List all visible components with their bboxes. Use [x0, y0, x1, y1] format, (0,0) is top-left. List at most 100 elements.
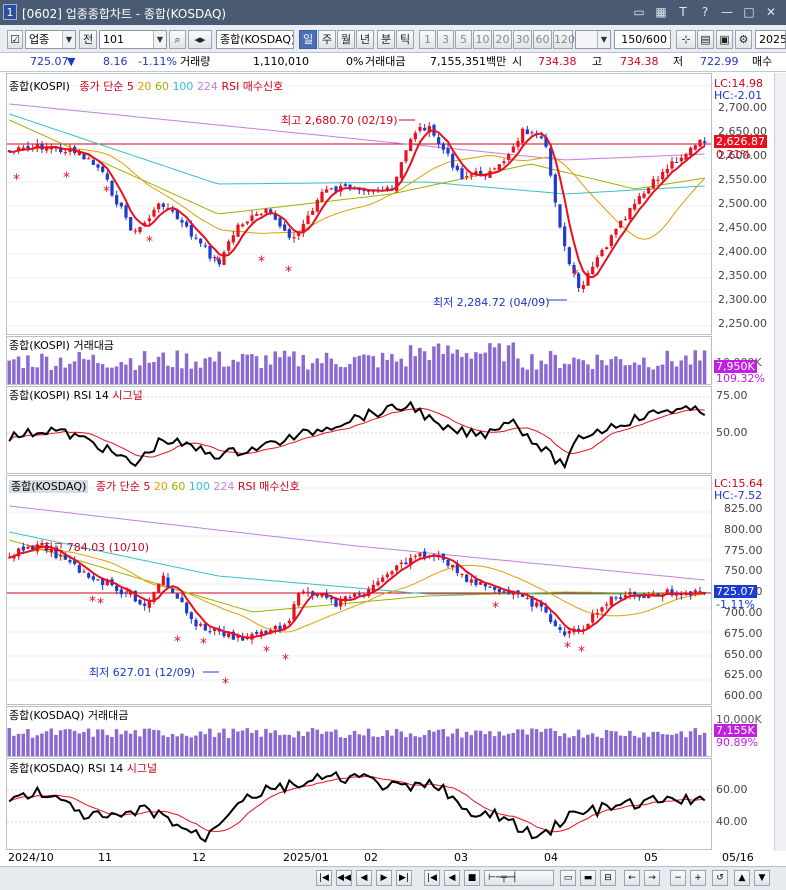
- interval-10[interactable]: 10: [473, 30, 492, 49]
- kosdaq-volume-bar: [614, 731, 618, 756]
- interval-custom[interactable]: ▼: [575, 30, 611, 49]
- checkbox-icon[interactable]: ☑: [7, 30, 23, 49]
- zoom-in-icon[interactable]: ▬: [580, 870, 596, 886]
- kosdaq-candle-body: [525, 597, 529, 599]
- market-select[interactable]: 업종 ▼: [25, 30, 76, 49]
- index-name-field[interactable]: 종합(KOSDAQ): [216, 30, 294, 49]
- kospi-candle-body: [409, 139, 413, 152]
- scroll-first-icon[interactable]: |◀: [316, 870, 332, 886]
- period-tick[interactable]: 틱: [396, 30, 414, 49]
- minimize-icon[interactable]: —: [721, 5, 733, 19]
- kosdaq-volume-bar: [357, 734, 361, 756]
- kosdaq-candle-body: [138, 599, 142, 605]
- kospi-candle-body: [558, 204, 562, 228]
- kospi-rsi-panel[interactable]: 종합(KOSPI) RSI 14 시그널: [6, 386, 712, 474]
- interval-120[interactable]: 120: [553, 30, 575, 49]
- scroll-prev-page-icon[interactable]: ◀◀: [336, 870, 352, 886]
- maximize-icon[interactable]: □: [743, 5, 755, 19]
- kospi-price-tick: 2,400.00: [718, 245, 767, 258]
- play-first-icon[interactable]: |◀: [424, 870, 440, 886]
- scroll-last-icon[interactable]: ▶|: [396, 870, 412, 886]
- interval-5[interactable]: 5: [455, 30, 472, 49]
- play-back-icon[interactable]: ◀: [444, 870, 460, 886]
- speed-slider[interactable]: ⊢─╤─┤: [484, 870, 554, 886]
- kosdaq-volume-bar: [68, 729, 72, 756]
- period-minute[interactable]: 분: [377, 30, 395, 49]
- kospi-price-panel[interactable]: * * * * * * * * 종합(KOSPI) 종가 단순 5 20 60 100 224…: [6, 73, 712, 335]
- kospi-candle-body: [367, 190, 371, 192]
- chevron-down-icon[interactable]: ▼: [62, 31, 75, 48]
- search-icon[interactable]: ⌕: [169, 30, 186, 49]
- save-icon[interactable]: ▣: [716, 30, 733, 49]
- close-icon[interactable]: ✕: [765, 5, 777, 19]
- kospi-candle-body: [413, 132, 417, 140]
- chevron-down-icon[interactable]: ▼: [153, 31, 166, 48]
- kospi-candle-body: [642, 193, 646, 198]
- interval-1[interactable]: 1: [419, 30, 436, 49]
- kosdaq-volume-bar: [296, 731, 301, 756]
- kosdaq-volume-bar: [82, 732, 86, 756]
- arrow-left-icon[interactable]: ←: [624, 870, 640, 886]
- kosdaq-volume-bar: [105, 735, 109, 756]
- kospi-volume-bar: [16, 356, 21, 384]
- year-field[interactable]: 2025: [755, 30, 786, 49]
- grid-icon[interactable]: ▦: [655, 5, 667, 19]
- reset-icon[interactable]: ↺: [712, 870, 728, 886]
- restore-icon[interactable]: ▭: [633, 5, 645, 19]
- help-icon[interactable]: ?: [701, 5, 709, 19]
- interval-20[interactable]: 20: [493, 30, 512, 49]
- plus-icon[interactable]: +: [690, 870, 706, 886]
- text-icon[interactable]: T: [679, 5, 687, 19]
- scroll-prev-icon[interactable]: ◀: [356, 870, 372, 886]
- arrow-right-icon[interactable]: →: [644, 870, 660, 886]
- kospi-candle-body: [698, 139, 702, 147]
- kosdaq-price-panel[interactable]: * * * * * * * * * * * 종합(KOSDAQ) 종가 단순 5 20 60 100…: [6, 475, 712, 705]
- stop-icon[interactable]: ■: [464, 870, 480, 886]
- kosdaq-candle-body: [530, 596, 534, 607]
- period-day[interactable]: 일: [299, 30, 317, 49]
- kosdaq-volume-panel[interactable]: 종합(KOSDAQ) 거래대금: [6, 706, 712, 757]
- zoom-out-icon[interactable]: ▭: [560, 870, 576, 886]
- kosdaq-candle-body: [297, 592, 301, 606]
- period-month[interactable]: 월: [337, 30, 355, 49]
- kosdaq-rsi-panel[interactable]: 종합(KOSDAQ) RSI 14 시그널: [6, 758, 712, 850]
- gear-icon[interactable]: ⚙: [735, 30, 752, 49]
- period-week[interactable]: 주: [318, 30, 336, 49]
- scroll-up-icon[interactable]: ▲: [734, 870, 750, 886]
- period-year[interactable]: 년: [356, 30, 374, 49]
- kosdaq-volume-bar: [133, 730, 137, 756]
- interval-60[interactable]: 60: [533, 30, 552, 49]
- chevron-down-icon[interactable]: ▼: [597, 31, 610, 48]
- code-input[interactable]: 101 ▼: [99, 30, 167, 49]
- kosdaq-ma20-line: [9, 548, 705, 633]
- kosdaq-volume-bar: [455, 728, 459, 756]
- fit-icon[interactable]: ⊟: [600, 870, 616, 886]
- interval-30[interactable]: 30: [513, 30, 532, 49]
- speaker-icon[interactable]: ◂▸: [188, 30, 212, 49]
- kosdaq-candle-body: [133, 590, 137, 602]
- kospi-candle-body: [703, 141, 707, 144]
- kosdaq-candle-body: [171, 588, 175, 593]
- kospi-candle-body: [283, 224, 287, 231]
- jeon-button[interactable]: 전: [79, 30, 97, 49]
- vertical-scrollbar[interactable]: [774, 73, 786, 851]
- chart-settings-icon[interactable]: ▤: [697, 30, 714, 49]
- kospi-volume-bar: [455, 349, 459, 384]
- kosdaq-volume-bar: [450, 733, 455, 756]
- scroll-down-icon[interactable]: ▼: [754, 870, 770, 886]
- count-field[interactable]: 150/600: [614, 30, 671, 49]
- crosshair-icon[interactable]: ⊹: [676, 30, 696, 49]
- kospi-volume-panel[interactable]: 종합(KOSPI) 거래대금: [6, 336, 712, 385]
- kospi-volume-bar: [376, 367, 380, 384]
- kospi-candle-body: [628, 208, 632, 220]
- date-label: 11: [98, 851, 112, 864]
- minus-icon[interactable]: −: [670, 870, 686, 886]
- kosdaq-candle-body: [413, 555, 417, 557]
- kosdaq-candle-body: [637, 596, 641, 598]
- kosdaq-candle-body: [488, 586, 492, 588]
- low-label: 저: [673, 55, 684, 68]
- interval-3[interactable]: 3: [437, 30, 454, 49]
- scroll-next-icon[interactable]: ▶: [376, 870, 392, 886]
- kospi-volume-bar: [306, 369, 310, 384]
- kospi-price-tick: 2,350.00: [718, 269, 767, 282]
